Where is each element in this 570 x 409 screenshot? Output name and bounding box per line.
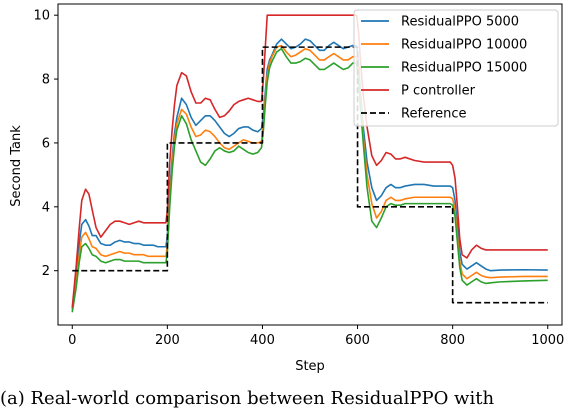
plot-frame [57,3,563,326]
legend: ResidualPPO 5000 ResidualPPO 10000 Residua… [353,9,559,127]
series-line-residualppo-10000 [71,44,548,311]
y-axis-label: Second Tank [9,125,24,207]
legend-label: Reference [401,107,466,122]
legend-label: ResidualPPO 5000 [401,15,519,30]
legend-label: ResidualPPO 15000 [401,61,527,76]
series-line-reference [72,46,548,304]
x-tick-label: 800 [440,333,465,348]
y-axis-ticks: 2 4 6 8 10 [33,9,58,279]
y-tick-label: 4 [42,200,50,215]
legend-label: ResidualPPO 10000 [401,38,527,53]
y-tick-label: 6 [42,136,50,151]
figure-caption: (a) Real-world comparison between Residu… [0,388,495,409]
x-tick-label: 400 [250,333,275,348]
x-tick-label: 600 [345,333,370,348]
x-axis-ticks: 0 200 400 600 800 1000 [68,325,564,348]
y-tick-label: 2 [42,264,50,279]
legend-box [353,9,559,127]
y-tick-label: 10 [33,9,50,24]
x-axis-label: Step [295,359,325,374]
x-tick-label: 200 [155,333,180,348]
x-tick-label: 0 [68,333,76,348]
y-tick-label: 8 [42,73,50,88]
series-line-residualppo-5000 [71,38,548,310]
series-line-residualppo-15000 [71,47,548,313]
x-tick-label: 1000 [531,333,564,348]
series-line-p-controller [71,14,548,308]
legend-label: P controller [401,84,476,99]
line-chart: 0 200 400 600 800 1000 2 4 6 8 10 Step Second Tan… [9,3,564,374]
series-lines [71,14,548,313]
